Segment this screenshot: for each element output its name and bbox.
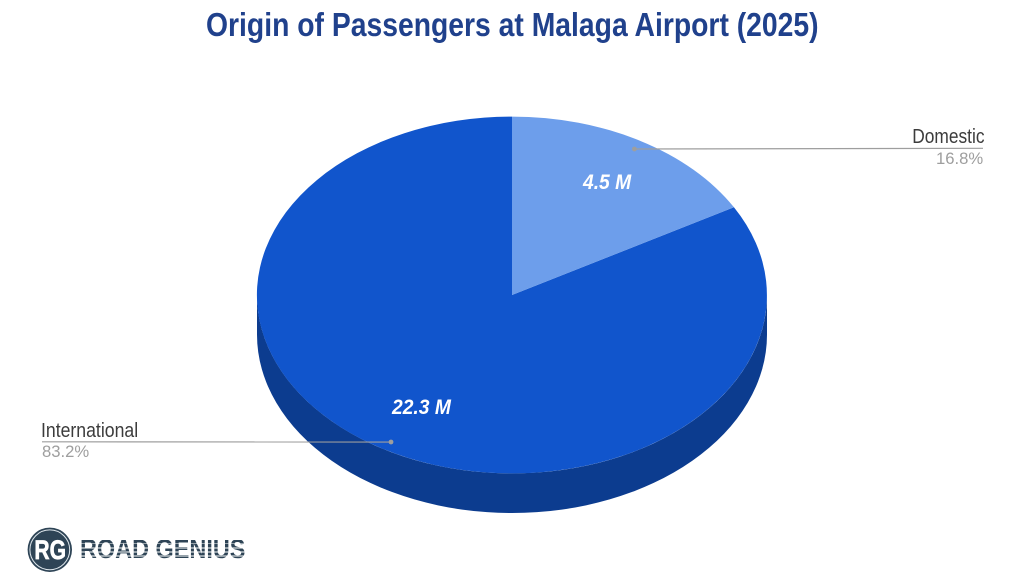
svg-text:RG: RG	[34, 536, 66, 566]
